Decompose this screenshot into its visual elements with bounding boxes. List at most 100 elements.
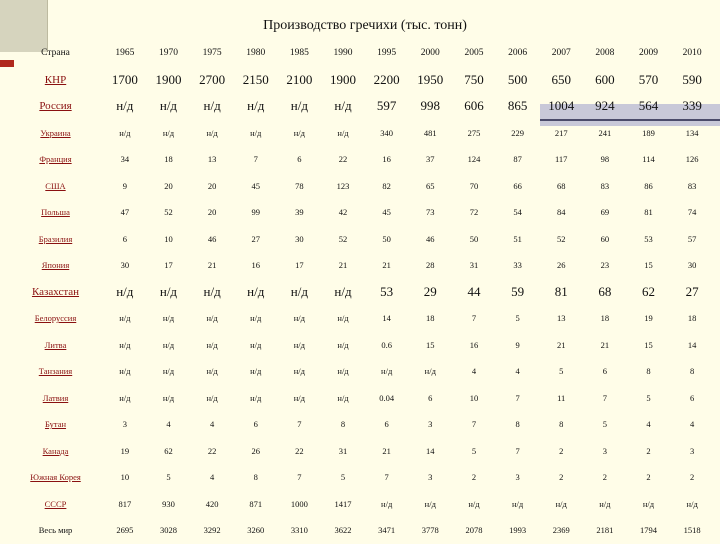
country-link[interactable]: КНР bbox=[44, 73, 67, 86]
value-cell: 98 bbox=[600, 154, 610, 165]
year-header: 1985 bbox=[289, 48, 309, 59]
country-cell: Япония bbox=[8, 252, 103, 279]
country-link[interactable]: Белоруссия bbox=[34, 313, 77, 324]
value-cell: 65 bbox=[426, 180, 435, 191]
table-row: Весь мир 2695 3028 3292 3260 3310 3622 3471 3778… bbox=[8, 517, 714, 544]
value-cell: н/д bbox=[334, 98, 352, 114]
value-cell: 21 bbox=[556, 339, 566, 350]
value-cell: н/д bbox=[337, 366, 349, 377]
value-cell: 14 bbox=[426, 445, 435, 456]
country-cell: Канада bbox=[8, 438, 103, 465]
value-cell: 4 bbox=[690, 419, 695, 430]
value-cell: н/д bbox=[206, 366, 218, 377]
value-cell: н/д bbox=[293, 313, 305, 324]
value-cell: 5 bbox=[166, 472, 171, 483]
value-cell: 871 bbox=[249, 498, 263, 509]
value-cell: 123 bbox=[336, 180, 350, 191]
value-cell: 7 bbox=[253, 154, 258, 165]
country-link[interactable]: Южная Корея bbox=[30, 472, 81, 483]
value-cell: 7 bbox=[297, 472, 302, 483]
header-row: Страна 1965 1970 1975 1980 1985 1990 199… bbox=[8, 40, 714, 67]
value-cell: 7 bbox=[471, 313, 477, 324]
country-link[interactable]: Канада bbox=[42, 445, 69, 456]
value-cell: 51 bbox=[513, 233, 522, 244]
value-cell: 6 bbox=[122, 233, 127, 244]
value-cell: 5 bbox=[646, 392, 651, 403]
country-link[interactable]: Франция bbox=[39, 154, 72, 165]
value-cell: 241 bbox=[598, 127, 612, 138]
value-cell: 5 bbox=[515, 313, 520, 324]
value-cell: 73 bbox=[426, 207, 435, 218]
country-link[interactable]: Польша bbox=[41, 207, 70, 218]
page-title: Производство гречихи (тыс. тонн) bbox=[263, 18, 467, 33]
value-cell: 45 bbox=[382, 207, 391, 218]
value-cell: н/д bbox=[119, 127, 131, 138]
value-cell: 1004 bbox=[548, 98, 575, 114]
value-cell: 47 bbox=[120, 207, 130, 218]
value-cell: 23 bbox=[600, 260, 610, 271]
value-cell: 10 bbox=[469, 392, 479, 403]
value-cell: н/д bbox=[642, 498, 655, 509]
value-cell: 5 bbox=[602, 419, 607, 430]
value-cell: н/д bbox=[119, 339, 131, 350]
value-cell: 21 bbox=[207, 260, 217, 271]
country-link[interactable]: Танзания bbox=[38, 366, 73, 377]
red-marker bbox=[0, 60, 14, 67]
country-link[interactable]: Россия bbox=[39, 100, 72, 113]
value-cell: 21 bbox=[338, 260, 348, 271]
value-cell: 2 bbox=[602, 472, 607, 483]
value-cell: 3778 bbox=[421, 525, 439, 536]
country-cell: Белоруссия bbox=[8, 305, 103, 332]
value-cell: 52 bbox=[338, 233, 348, 244]
table-row: Россия н/д н/д н/д н/д н/д н/д 597 998 606 865 1004… bbox=[8, 93, 714, 120]
country-cell: Южная Корея bbox=[8, 464, 103, 491]
country-link[interactable]: Украина bbox=[40, 127, 71, 138]
value-cell: 62 bbox=[164, 445, 173, 456]
value-cell: 11 bbox=[557, 392, 566, 403]
value-cell: 53 bbox=[644, 233, 653, 244]
value-cell: н/д bbox=[686, 498, 698, 509]
value-cell: н/д bbox=[381, 366, 393, 377]
country-link[interactable]: Литва bbox=[44, 339, 67, 350]
value-cell: 34 bbox=[120, 154, 130, 165]
value-cell: 2695 bbox=[116, 525, 134, 536]
value-cell: 21 bbox=[382, 260, 391, 271]
value-cell: 126 bbox=[685, 154, 699, 165]
country-link[interactable]: США bbox=[45, 180, 66, 191]
value-cell: н/д bbox=[203, 283, 221, 299]
value-cell: 5 bbox=[471, 445, 477, 456]
value-cell: 57 bbox=[687, 233, 697, 244]
value-cell: н/д bbox=[159, 283, 178, 299]
value-cell: 3471 bbox=[378, 525, 396, 536]
value-cell: 33 bbox=[513, 260, 522, 271]
value-cell: 69 bbox=[600, 207, 610, 218]
value-cell: 6 bbox=[384, 419, 389, 430]
country-link[interactable]: Казахстан bbox=[31, 285, 80, 298]
value-cell: 8 bbox=[340, 419, 346, 430]
value-cell: 10 bbox=[164, 233, 173, 244]
value-cell: 500 bbox=[507, 71, 528, 87]
value-cell: 7 bbox=[602, 392, 607, 403]
value-cell: 600 bbox=[595, 71, 615, 87]
value-cell: 46 bbox=[426, 233, 435, 244]
value-cell: 7 bbox=[297, 419, 302, 430]
country-link[interactable]: Бутан bbox=[44, 419, 67, 430]
value-cell: 3 bbox=[428, 419, 433, 430]
year-header: 2009 bbox=[639, 48, 658, 59]
value-cell: н/д bbox=[293, 127, 305, 138]
year-header: 1975 bbox=[202, 48, 222, 59]
country-link[interactable]: Латвия bbox=[42, 392, 69, 403]
table-row: США 9 20 20 45 78 123 82 65 70 66 68 83 86 83 bbox=[8, 173, 714, 200]
value-cell: 82 bbox=[382, 180, 391, 191]
value-cell: н/д bbox=[424, 498, 436, 509]
country-link[interactable]: СССР bbox=[44, 498, 67, 509]
value-cell: 114 bbox=[642, 154, 655, 165]
value-cell: 865 bbox=[507, 98, 528, 114]
value-cell: 15 bbox=[644, 339, 653, 350]
country-link[interactable]: Бразилия bbox=[38, 233, 73, 244]
year-header: 1965 bbox=[115, 48, 135, 59]
value-cell: 27 bbox=[251, 233, 260, 244]
value-cell: 2100 bbox=[286, 71, 313, 87]
value-cell: 650 bbox=[551, 71, 571, 87]
country-link[interactable]: Япония bbox=[41, 260, 70, 271]
